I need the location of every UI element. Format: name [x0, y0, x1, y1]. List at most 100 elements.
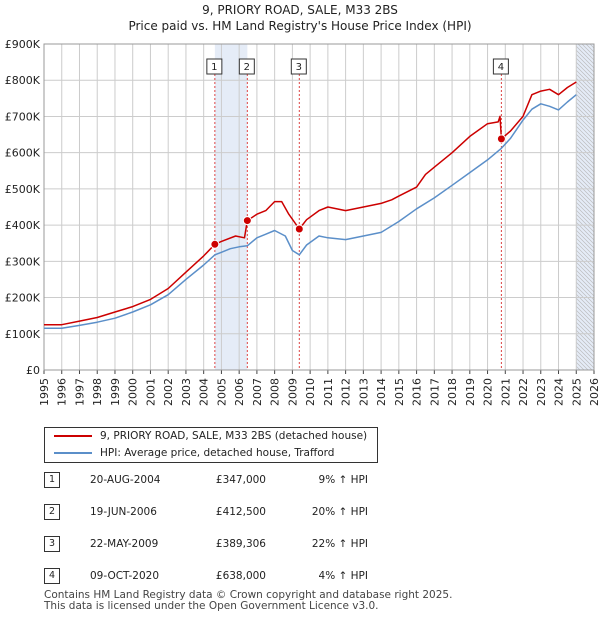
sale-label: 4: [498, 62, 504, 73]
sale-label-box: [238, 58, 255, 75]
hatch-line: [576, 150, 595, 169]
x-tick-label: 2021: [499, 378, 512, 406]
x-tick-label: 2022: [517, 378, 530, 406]
y-tick-label: £100K: [5, 328, 41, 341]
hatch-line: [576, 326, 595, 345]
hatch-line: [576, 302, 595, 321]
hatch-line: [576, 170, 595, 189]
hatch-line: [576, 354, 593, 371]
sale-price: £347,000: [215, 474, 266, 486]
hatch-line: [576, 362, 585, 371]
hatch-line: [576, 166, 595, 185]
hatch-line: [576, 70, 595, 89]
sale-date: 09-OCT-2020: [90, 570, 159, 582]
sale-hpi-change: 9% ↑ HPI: [318, 474, 368, 486]
sale-hpi-change: 4% ↑ HPI: [318, 570, 368, 582]
hatch-line: [576, 50, 595, 69]
x-tick-label: 2008: [269, 378, 282, 406]
x-tick-label: 2012: [340, 378, 353, 406]
hatch-line: [576, 82, 595, 101]
hatch-line: [576, 154, 595, 173]
hatch-line: [576, 146, 595, 165]
sale-hpi-change: 22% ↑ HPI: [311, 538, 368, 550]
x-tick-label: 2015: [393, 378, 406, 406]
plot-area: [44, 44, 594, 370]
x-tick-label: 2001: [144, 378, 157, 406]
sale-row: 2 19-JUN-2006 £412,500 20% ↑ HPI: [44, 502, 404, 522]
hatch-line: [589, 43, 595, 49]
sale-label: 1: [211, 62, 217, 73]
sale-point: [496, 134, 506, 144]
hatch-line: [576, 122, 595, 141]
hatch-line: [576, 206, 595, 225]
hatch-line: [576, 218, 595, 237]
legend-label-hpi: HPI: Average price, detached house, Traf…: [100, 447, 335, 459]
footer-licence: This data is licensed under the Open Gov…: [44, 600, 379, 612]
hatch-line: [576, 358, 589, 371]
x-tick-label: 2004: [198, 378, 211, 406]
x-tick-label: 2019: [464, 378, 477, 406]
hatch-line: [576, 190, 595, 209]
hatch-line: [576, 314, 595, 333]
legend-swatch-hpi: [54, 452, 92, 454]
hatch-line: [576, 274, 595, 293]
hatch-line: [576, 102, 595, 121]
hatch-line: [576, 310, 595, 329]
hatch-line: [576, 162, 595, 181]
sale-row: 4 09-OCT-2020 £638,000 4% ↑ HPI: [44, 566, 404, 586]
x-tick-label: 2005: [215, 378, 228, 406]
x-tick-label: 2007: [251, 378, 264, 406]
hatch-line: [577, 43, 595, 61]
hatch-line: [576, 242, 595, 261]
x-tick-label: 1999: [109, 378, 122, 406]
sale-number: 4: [44, 568, 60, 584]
hatch-line: [576, 130, 595, 149]
x-tick-label: 2025: [570, 378, 583, 406]
plot-frame: [43, 43, 595, 371]
hatch-line: [576, 94, 595, 113]
hatch-line: [576, 250, 595, 269]
hatch-line: [576, 110, 595, 129]
hatch-line: [576, 306, 595, 325]
hatch-line: [576, 134, 595, 153]
y-tick-label: £0: [26, 364, 40, 377]
sale-row: 3 22-MAY-2009 £389,306 22% ↑ HPI: [44, 534, 404, 554]
y-tick-label: £700K: [5, 110, 41, 123]
sale-number: 1: [44, 472, 60, 488]
hatch-line: [576, 178, 595, 197]
x-tick-label: 1995: [38, 378, 51, 406]
hatch-line: [576, 330, 595, 349]
sale-price: £412,500: [215, 506, 266, 518]
hatch-line: [576, 142, 595, 161]
chart-legend: 9, PRIORY ROAD, SALE, M33 2BS (detached …: [44, 427, 378, 463]
hatch-line: [576, 62, 595, 81]
sale-label: 3: [296, 62, 302, 73]
sale-row: 1 20-AUG-2004 £347,000 9% ↑ HPI: [44, 470, 404, 490]
sale-point: [242, 216, 252, 226]
x-tick-label: 2009: [286, 378, 299, 406]
sale-label-box: [492, 58, 509, 75]
x-tick-label: 1996: [56, 378, 69, 406]
sale-label-box: [206, 58, 223, 75]
chart-subtitle: Price paid vs. HM Land Registry's House …: [128, 19, 472, 33]
shaded-range: [214, 44, 248, 370]
hatch-line: [576, 270, 595, 289]
x-tick-label: 2014: [375, 378, 388, 406]
hatch-line: [576, 86, 595, 105]
hatch-line: [576, 346, 595, 365]
x-tick-label: 2013: [357, 378, 370, 406]
hatch-line: [576, 238, 595, 257]
x-tick-label: 2026: [588, 378, 600, 406]
x-tick-label: 2024: [553, 378, 566, 406]
hatch-line: [576, 98, 595, 117]
sale-date: 19-JUN-2006: [90, 506, 157, 518]
sale-price: £638,000: [215, 570, 266, 582]
sale-label-box: [290, 58, 307, 75]
hatch-line: [576, 54, 595, 73]
hatch-line: [576, 350, 595, 369]
hatch-line: [585, 43, 595, 53]
hatch-line: [576, 114, 595, 133]
y-tick-label: £600K: [5, 147, 41, 160]
hatch-line: [576, 254, 595, 273]
property-price-line: [44, 81, 577, 326]
